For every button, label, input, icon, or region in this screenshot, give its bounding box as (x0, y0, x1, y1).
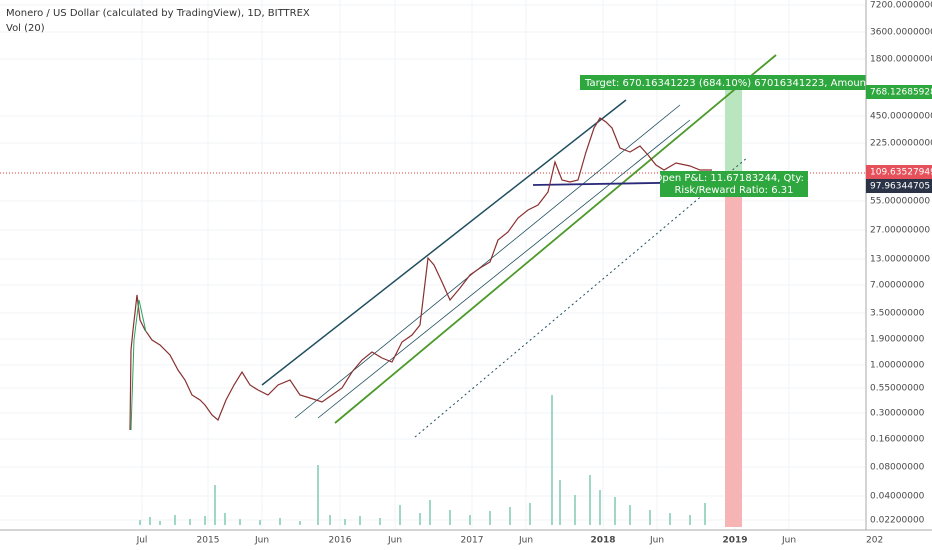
price-label: 0.08000000 (870, 463, 925, 473)
price-label: 13.00000000 (870, 255, 930, 265)
target-tag (866, 85, 932, 99)
channel-mid (294, 104, 681, 419)
price-label: 1800.00000000 (870, 55, 932, 65)
time-label: 2015 (197, 536, 220, 546)
time-label: 2018 (590, 536, 615, 546)
price-label: 225.00000000 (870, 139, 932, 149)
target-text: Target: 670.16341223 (684.10%) 670163412… (584, 78, 902, 89)
channel-mid (317, 119, 691, 419)
pnl-box (660, 171, 808, 197)
price-label: 450.00000000 (870, 112, 932, 122)
price-label: 0.16000000 (870, 435, 925, 445)
profit-zone (725, 75, 742, 173)
pnl-text: Open P&L: 11.67183244, Qty: 2 (655, 173, 814, 184)
price-label: 1.90000000 (870, 335, 925, 345)
time-axis: Jul 2015 Jun 2016 Jun 2017 Jun 2018 Jun 2019 Jun 20… (136, 536, 884, 546)
time-label: Jun (518, 536, 533, 546)
entry-tag (866, 179, 932, 193)
price-label: 3.50000000 (870, 309, 925, 319)
price-line (129, 117, 712, 431)
price-label: 27.00000000 (870, 226, 930, 236)
price-label: 0.04000000 (870, 492, 925, 502)
time-label: 2019 (722, 536, 747, 546)
price-label: 7200.00000000 (870, 1, 932, 11)
price-label: 0.55000000 (870, 384, 925, 394)
time-label: Jun (781, 536, 796, 546)
loss-zone (725, 173, 742, 527)
price-label: 0.02200000 (870, 516, 925, 526)
time-label: 202 (866, 536, 883, 546)
time-label: Jun (649, 536, 664, 546)
channel-bottom (334, 54, 777, 424)
time-label: Jul (136, 536, 148, 546)
time-label: Jun (387, 536, 402, 546)
time-label: Jun (254, 536, 269, 546)
price-line-up (130, 299, 147, 431)
volume-bars (139, 395, 706, 525)
ratio-text: Risk/Reward Ratio: 6.31 (674, 185, 793, 196)
price-label: 7.00000000 (870, 281, 925, 291)
target-tag-text: 768.12685928 (870, 88, 932, 98)
target-box (580, 75, 866, 90)
time-label: 2017 (461, 536, 484, 546)
price-label: 1.00000000 (870, 361, 925, 371)
chart-title: Monero / US Dollar (calculated by Tradin… (6, 8, 310, 19)
last-tag-text: 109.63527949 (870, 168, 932, 178)
indicator-label: Vol (20) (6, 23, 45, 34)
time-label: 2016 (329, 536, 352, 546)
price-axis: 7200.00000000 3600.00000000 1800.00000000 4… (870, 1, 932, 526)
price-label: 3600.00000000 (870, 28, 932, 38)
grid (0, 0, 867, 530)
price-label: 55.00000000 (870, 197, 930, 207)
price-label: 0.30000000 (870, 409, 925, 419)
last-tag (866, 165, 932, 179)
entry-tag-text: 97.96344705 (870, 182, 930, 192)
channel-top (261, 99, 627, 386)
